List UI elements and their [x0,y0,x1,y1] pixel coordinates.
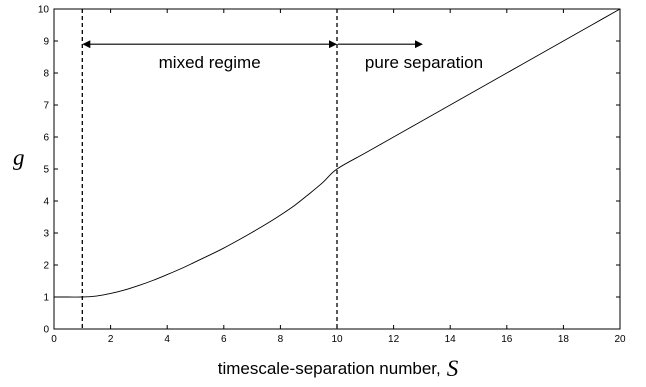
x-tick-label: 0 [51,334,57,345]
y-tick-label: 10 [38,5,50,16]
y-tick-label: 7 [43,101,49,112]
y-tick-label: 8 [43,69,49,80]
y-tick-label: 5 [43,165,49,176]
x-tick-label: 16 [501,334,513,345]
y-tick-label: 1 [43,293,49,304]
x-axis-label: timescale-separation number, S [218,356,459,381]
x-axis-label-text: timescale-separation number, [218,359,441,378]
vlines-layer [81,9,338,329]
y-tick-label: 9 [43,37,49,48]
y-tick-label: 6 [43,133,49,144]
series-layer [54,8,621,298]
x-tick-label: 2 [108,334,114,345]
x-tick-label: 12 [388,334,400,345]
plot-area-frame [53,8,621,330]
y-tick-label: 3 [43,229,49,240]
x-tick-label: 14 [445,334,457,345]
y-tick-label: 4 [43,197,49,208]
annotation-layer: mixed regime pure separation [82,40,483,72]
x-tick-label: 6 [221,334,227,345]
y-axis-label: g [13,145,25,170]
x-axis-label-symbol: S [447,356,459,381]
x-tick-label: 20 [614,334,626,345]
x-tick-label: 10 [331,334,343,345]
pure-separation-label: pure separation [365,53,483,72]
series-line [54,8,621,298]
x-tick-label: 4 [164,334,170,345]
mixed-regime-label: mixed regime [159,53,261,72]
x-tick-label: 8 [278,334,284,345]
y-tick-label: 0 [43,325,49,336]
x-tick-label: 18 [558,334,570,345]
y-tick-label: 2 [43,261,49,272]
